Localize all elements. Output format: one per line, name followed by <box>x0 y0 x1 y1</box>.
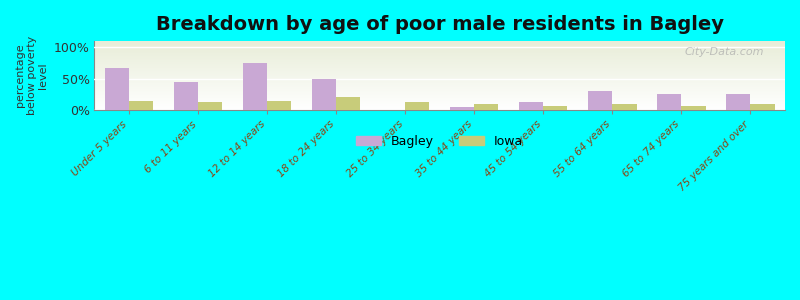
Bar <box>105 68 129 110</box>
Bar <box>312 79 336 110</box>
Bar <box>588 91 612 110</box>
Bar <box>198 102 222 110</box>
Title: Breakdown by age of poor male residents in Bagley: Breakdown by age of poor male residents … <box>156 15 724 34</box>
Legend: Bagley, Iowa: Bagley, Iowa <box>351 130 528 153</box>
Bar <box>519 102 543 110</box>
Bar <box>243 63 267 110</box>
Bar <box>750 104 774 110</box>
Bar <box>726 94 750 110</box>
Bar <box>129 100 153 110</box>
Bar <box>174 82 198 110</box>
Bar <box>543 106 567 110</box>
Bar <box>336 98 360 110</box>
Bar <box>474 104 498 110</box>
Bar <box>658 94 682 110</box>
Y-axis label: percentage
below poverty
level: percentage below poverty level <box>15 36 48 115</box>
Bar <box>267 101 291 110</box>
Bar <box>406 102 430 110</box>
Bar <box>450 107 474 110</box>
Bar <box>682 106 706 110</box>
Bar <box>612 104 637 110</box>
Text: City-Data.com: City-Data.com <box>685 46 764 57</box>
